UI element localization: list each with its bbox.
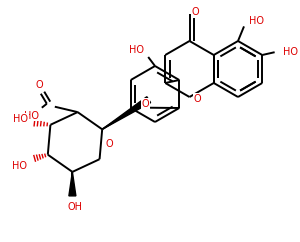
Text: O: O: [192, 8, 199, 17]
Text: O: O: [142, 99, 149, 109]
Text: HO: HO: [248, 16, 263, 26]
Text: HO: HO: [129, 45, 144, 55]
Text: O: O: [105, 139, 113, 149]
Text: O: O: [194, 94, 201, 104]
Text: O: O: [35, 80, 43, 90]
Text: HO: HO: [13, 113, 28, 124]
Text: OH: OH: [68, 202, 83, 212]
Polygon shape: [69, 172, 76, 196]
Polygon shape: [102, 97, 151, 129]
Text: HO: HO: [11, 161, 26, 171]
Text: HO: HO: [24, 111, 39, 121]
Text: HO: HO: [283, 47, 298, 57]
